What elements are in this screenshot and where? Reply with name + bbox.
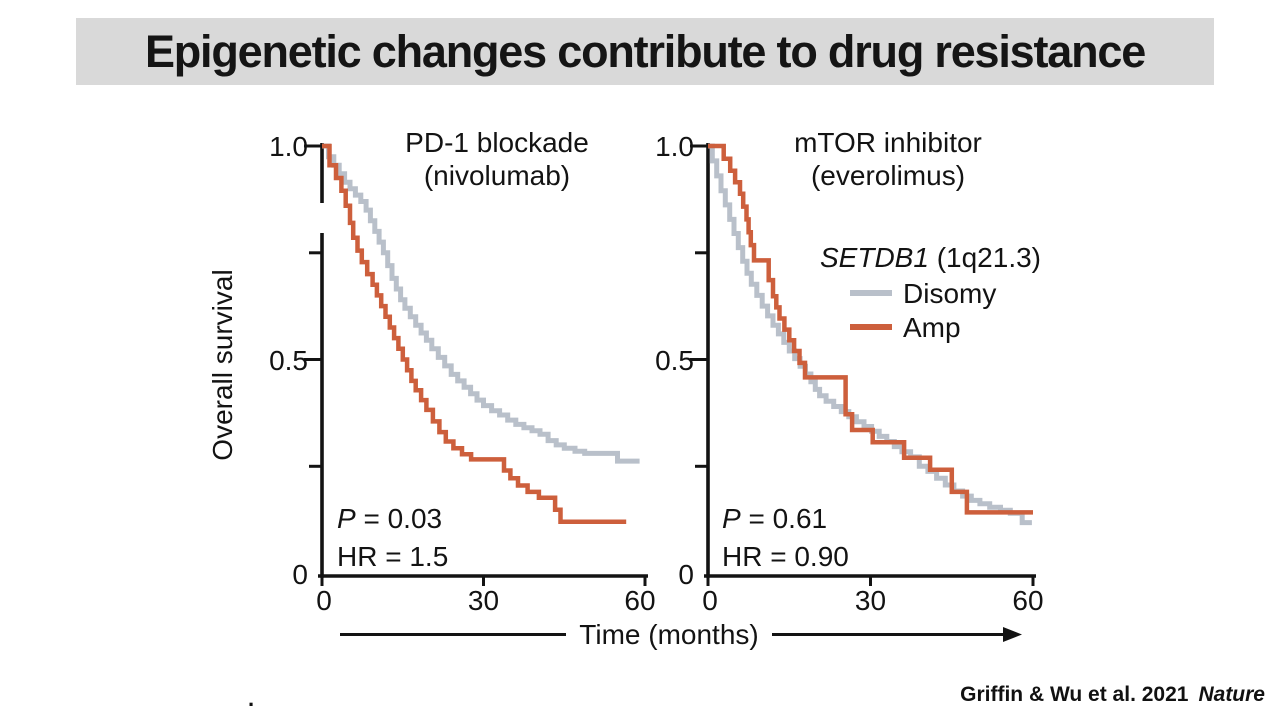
- p-value-pd1: P = 0.03: [337, 503, 442, 534]
- legend-locus: (1q21.3): [929, 242, 1041, 273]
- citation-authors: Griffin & Wu et al. 2021: [960, 683, 1189, 706]
- km-curve-amp-mtor: [708, 143, 1033, 515]
- y-tick-label-0: 0: [678, 559, 694, 590]
- y-tick-label-0.5: 0.5: [655, 345, 694, 376]
- y-tick-label-0: 0: [292, 559, 308, 590]
- x-tick-label-60: 60: [624, 585, 655, 616]
- time-label-arrowhead-icon: [1003, 627, 1022, 642]
- citation: Griffin & Wu et al. 2021 Nature: [960, 683, 1265, 707]
- km-chart-mtor: 1.0 0.5 0 0 30 60 mTOR inhibitor (everol…: [655, 127, 1044, 616]
- x-tick-label-30: 30: [855, 585, 886, 616]
- chart-title-pd1-line2: (nivolumab): [424, 160, 570, 191]
- chart-title-mtor-line1: mTOR inhibitor: [794, 127, 982, 158]
- y-tick-label-0.5: 0.5: [269, 345, 308, 376]
- x-tick-label-0: 0: [702, 585, 718, 616]
- x-tick-label-0: 0: [316, 585, 332, 616]
- legend-title: SETDB1 (1q21.3): [820, 242, 1041, 273]
- y-tick-label-1.0: 1.0: [269, 131, 308, 162]
- stray-period-mark: .: [248, 686, 255, 711]
- legend-label-amp: Amp: [903, 312, 961, 343]
- x-tick-label-30: 30: [468, 585, 499, 616]
- p-value-mtor-rest: = 0.61: [741, 503, 827, 534]
- km-curve-disomy-pd1: [322, 143, 640, 464]
- x-tick-label-60: 60: [1012, 585, 1043, 616]
- time-axis-label-group: Time (months): [340, 619, 1022, 650]
- citation-journal: Nature: [1198, 683, 1265, 706]
- km-curve-disomy-mtor: [708, 143, 1032, 526]
- hazard-ratio-mtor: HR = 0.90: [722, 541, 849, 572]
- p-value-pd1-symbol: P: [337, 503, 356, 534]
- km-chart-pd1: 1.0 0.5 0 0 30 60 PD-1 blockade (nivolum…: [269, 127, 656, 616]
- legend-gene: SETDB1: [820, 242, 929, 273]
- p-value-mtor-symbol: P: [722, 503, 741, 534]
- y-axis-label: Overall survival: [207, 269, 238, 460]
- slide-title: Epigenetic changes contribute to drug re…: [144, 25, 1146, 77]
- chart-title-mtor-line2: (everolimus): [811, 160, 965, 191]
- chart-title-pd1-line1: PD-1 blockade: [405, 127, 589, 158]
- legend-label-disomy: Disomy: [903, 278, 996, 309]
- hazard-ratio-pd1: HR = 1.5: [337, 541, 448, 572]
- legend: SETDB1 (1q21.3) Disomy Amp: [820, 242, 1041, 343]
- p-value-mtor: P = 0.61: [722, 503, 827, 534]
- x-axis-label: Time (months): [579, 619, 758, 650]
- y-tick-label-1.0: 1.0: [655, 131, 694, 162]
- km-curve-amp-pd1: [322, 143, 627, 525]
- title-banner: Epigenetic changes contribute to drug re…: [76, 18, 1214, 85]
- p-value-pd1-rest: = 0.03: [356, 503, 442, 534]
